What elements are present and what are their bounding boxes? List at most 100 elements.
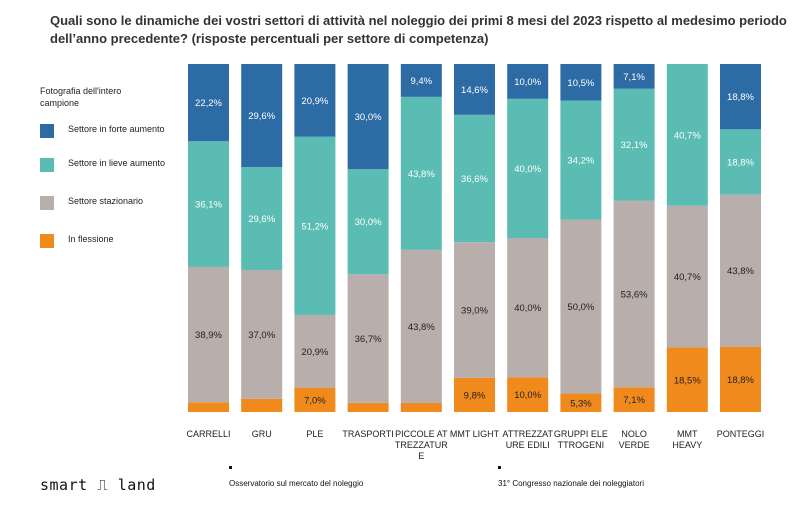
data-label: 14,6% — [461, 85, 488, 96]
category-label: GRUPPI ELE — [554, 429, 608, 439]
category-label: URE EDILI — [506, 440, 550, 450]
category-label: PONTEGGI — [717, 429, 765, 439]
legend-swatch — [40, 158, 54, 172]
data-label: 40,7% — [674, 130, 701, 141]
bar-segment — [294, 64, 336, 137]
category-label: PICCOLE AT — [395, 429, 448, 439]
bar-segment — [294, 136, 336, 315]
legend-label: Settore in lieve aumento — [68, 158, 166, 168]
data-label: 34,2% — [567, 156, 594, 167]
bar-segment — [507, 238, 549, 378]
bar-segment — [241, 270, 283, 399]
footer-note-left: Osservatorio sul mercato del noleggio — [229, 479, 364, 488]
bar-segment — [560, 100, 602, 220]
data-label: 18,8% — [727, 92, 754, 103]
bar-segment — [666, 205, 708, 348]
category-label: PLE — [306, 429, 323, 439]
bullet-dot — [498, 466, 501, 469]
bar-segment — [241, 398, 283, 412]
bar-segment — [454, 377, 495, 412]
legend-item-stazionario: Settore stazionario — [40, 196, 190, 226]
data-label: 30,0% — [355, 112, 382, 123]
bar-segment — [666, 347, 708, 412]
data-label: 32,1% — [621, 140, 648, 151]
data-label: 29,6% — [248, 111, 275, 122]
footer-note-right: 31° Congresso nazionale dei noleggiatori — [498, 479, 644, 488]
data-label: 50,0% — [567, 302, 594, 313]
bar-segment — [294, 314, 336, 388]
data-label: 51,2% — [301, 221, 328, 232]
bar-segment — [241, 167, 283, 271]
data-label: 29,6% — [248, 214, 275, 225]
data-label: 9,4% — [410, 76, 432, 87]
data-label: 36,7% — [355, 334, 382, 345]
category-label: TREZZATUR — [395, 440, 448, 450]
bar-segment — [454, 242, 495, 378]
chart-title: Quali sono le dinamiche dei vostri setto… — [50, 13, 787, 28]
data-label: 10,5% — [567, 78, 594, 89]
bar-segment — [613, 387, 655, 412]
category-label: MMT LIGHT — [450, 429, 500, 439]
data-label: 7,1% — [623, 72, 645, 83]
data-label: 38,9% — [195, 330, 222, 341]
data-label: 9,8% — [464, 390, 486, 401]
legend-label: In flessione — [68, 234, 114, 244]
data-label: 10,0% — [514, 390, 541, 401]
data-label: 18,8% — [727, 157, 754, 168]
bar-segment — [666, 64, 708, 206]
bar-segment — [613, 200, 655, 388]
category-label: NOLO — [621, 429, 647, 439]
data-label: 30,0% — [355, 217, 382, 228]
data-label: 20,9% — [301, 347, 328, 358]
bar-segment — [294, 387, 336, 412]
bar-segment — [613, 88, 655, 201]
category-label: CARRELLI — [186, 429, 230, 439]
legend-item-forte-aumento: Settore in forte aumento — [40, 124, 190, 154]
data-label: 22,2% — [195, 98, 222, 109]
legend-label: Settore in forte aumento — [68, 124, 165, 134]
bar-segment — [347, 64, 389, 170]
category-label: E — [418, 451, 424, 461]
bar-segment — [720, 129, 761, 195]
data-label: 18,8% — [727, 375, 754, 386]
bar-segment — [507, 64, 549, 99]
bar-segment — [454, 114, 495, 243]
bar-segment — [347, 402, 389, 412]
bar-segment — [188, 141, 229, 267]
data-label: 18,5% — [674, 375, 701, 386]
data-label: 37,0% — [248, 330, 275, 341]
bar-segment — [188, 64, 229, 142]
category-label: HEAVY — [672, 440, 702, 450]
data-label: 43,8% — [408, 322, 435, 333]
bar-segment — [400, 249, 442, 403]
smartland-logo: smart ⎍ land — [40, 476, 156, 494]
data-label: 20,9% — [301, 96, 328, 107]
bar-segment — [347, 169, 389, 275]
bar-segment — [188, 402, 229, 412]
bar-segment — [720, 346, 761, 412]
bar-segment — [347, 274, 389, 403]
legend-swatch — [40, 196, 54, 210]
data-label: 53,6% — [621, 289, 648, 300]
data-label: 40,0% — [514, 164, 541, 175]
bar-segment — [241, 64, 283, 168]
category-label: ATTREZZAT — [502, 429, 553, 439]
legend-title: Fotografia dell'intero campione — [40, 86, 122, 108]
category-label: MMT — [677, 429, 698, 439]
bar-segment — [400, 96, 442, 250]
category-label: TRASPORTI — [342, 429, 393, 439]
data-label: 40,7% — [674, 272, 701, 283]
legend-label: Settore stazionario — [68, 196, 144, 206]
legend-swatch — [40, 234, 54, 248]
bar-segment — [507, 377, 549, 412]
bar-segment — [720, 194, 761, 347]
data-label: 7,1% — [623, 395, 645, 406]
chart-subtitle: dell’anno precedente? (risposte percentu… — [50, 31, 489, 46]
legend-item-flessione: In flessione — [40, 234, 190, 264]
data-label: 43,8% — [727, 266, 754, 277]
bar-segment — [400, 402, 442, 412]
legend-swatch — [40, 124, 54, 138]
category-label: VERDE — [619, 440, 650, 450]
data-label: 43,8% — [408, 169, 435, 180]
